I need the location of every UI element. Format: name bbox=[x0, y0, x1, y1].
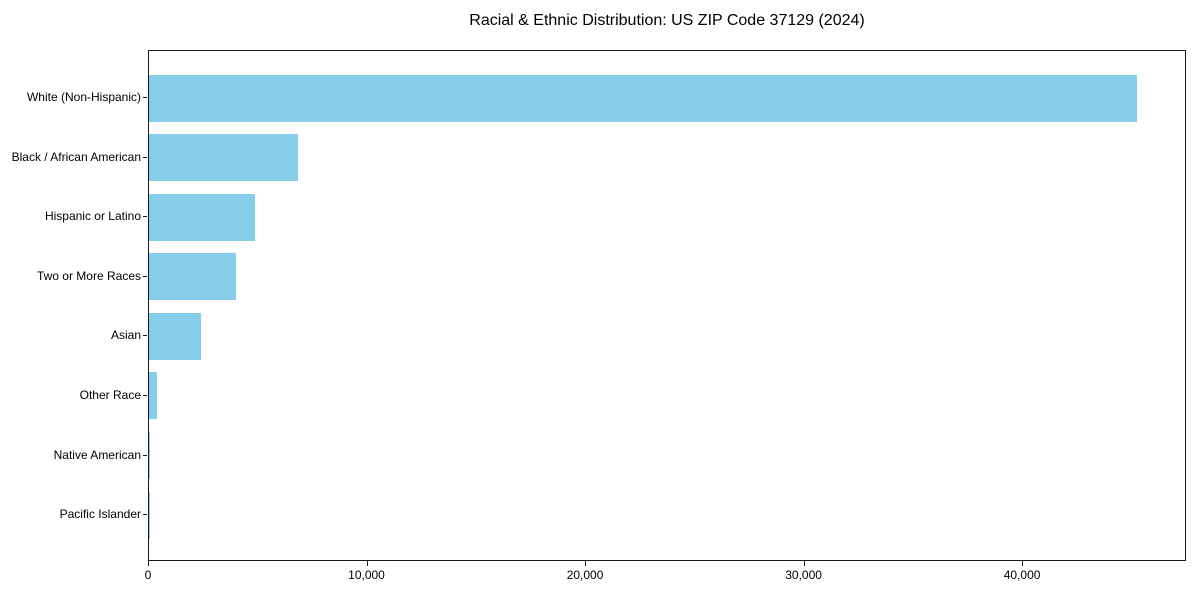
bar-two-or-more-races bbox=[149, 253, 236, 301]
y-axis-tick bbox=[143, 514, 147, 516]
category-label: Native American bbox=[53, 447, 141, 462]
category-label: Two or More Races bbox=[36, 268, 141, 283]
category-label: Hispanic or Latino bbox=[44, 209, 141, 224]
y-axis-tick bbox=[143, 394, 147, 396]
category-label: Asian bbox=[110, 328, 141, 343]
bar-other-race bbox=[149, 372, 157, 420]
bar-asian bbox=[149, 312, 201, 360]
x-tick-label: 10,000 bbox=[348, 568, 385, 582]
x-tick-label: 0 bbox=[144, 568, 152, 582]
category-label: White (Non-Hispanic) bbox=[26, 90, 141, 105]
bar-native-american bbox=[149, 432, 150, 479]
x-axis-tick bbox=[148, 561, 149, 566]
chart-title: Racial & Ethnic Distribution: US ZIP Cod… bbox=[469, 12, 865, 29]
x-tick-label: 40,000 bbox=[1003, 568, 1041, 582]
x-tick-label: 20,000 bbox=[566, 568, 604, 582]
y-axis-tick bbox=[143, 454, 147, 456]
x-axis-tick bbox=[803, 561, 805, 566]
y-axis-tick bbox=[143, 275, 147, 277]
category-label: Pacific Islander bbox=[59, 507, 141, 522]
bar-black-african-american bbox=[149, 134, 298, 182]
x-axis-tick bbox=[1022, 561, 1024, 566]
y-axis-tick bbox=[143, 335, 147, 337]
x-axis-tick bbox=[585, 561, 587, 566]
category-label: Black / African American bbox=[11, 149, 141, 164]
bar-hispanic-or-latino bbox=[149, 193, 256, 241]
x-tick-label: 30,000 bbox=[785, 568, 822, 582]
y-axis-tick bbox=[143, 156, 147, 158]
bar-white-non-hispanic bbox=[149, 74, 1137, 122]
y-axis-tick bbox=[143, 216, 147, 218]
x-axis-tick bbox=[366, 561, 368, 566]
y-axis-tick bbox=[143, 97, 147, 99]
category-label: Other Race bbox=[79, 387, 141, 402]
plot-area bbox=[148, 50, 1186, 561]
